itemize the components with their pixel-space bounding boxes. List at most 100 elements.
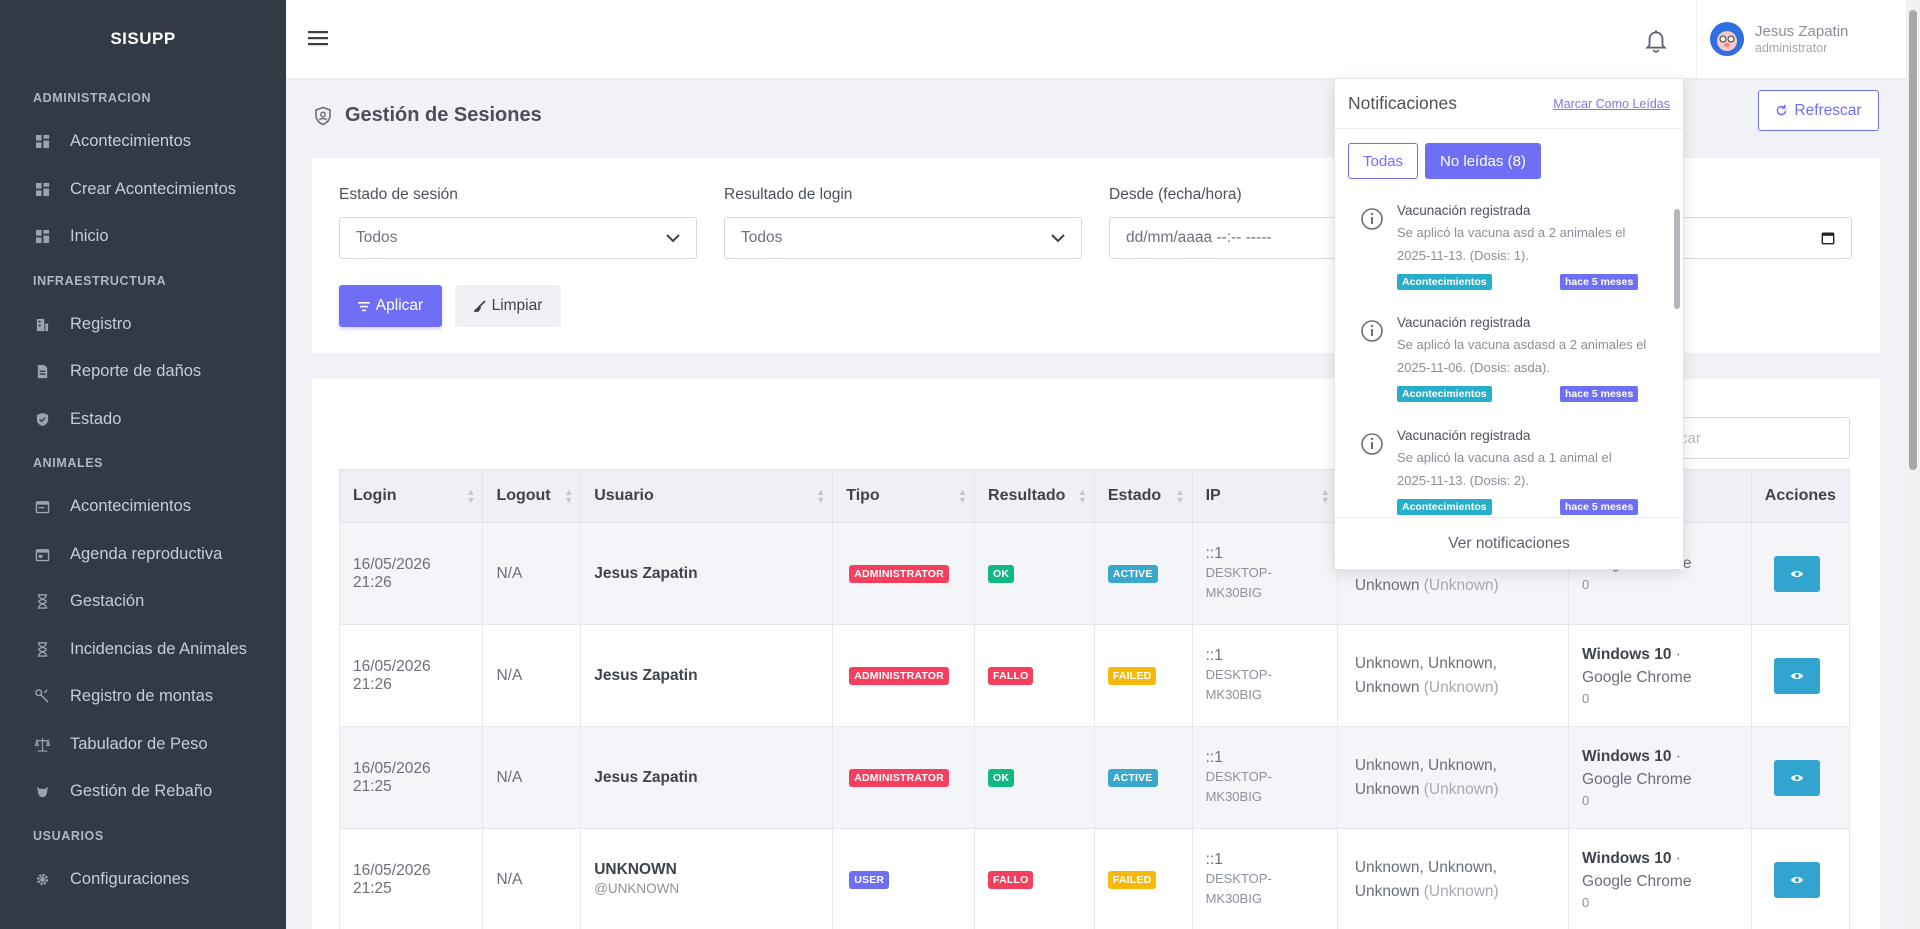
mark-read-link[interactable]: Marcar Como Leídas	[1553, 96, 1670, 111]
logout-value: N/A	[496, 564, 523, 582]
sidebar-item-label: Acontecimientos	[70, 497, 192, 516]
from-date-input[interactable]: dd/mm/aaaa --:-- -----	[1109, 217, 1359, 259]
sidebar-item-crear-acontecimientos[interactable]: Crear Acontecimientos	[0, 166, 286, 214]
col-tipo[interactable]: Tipo ▲ ▼	[832, 469, 976, 523]
browser-name: Google Chrome	[1582, 770, 1692, 788]
sidebar-item-label: Estado	[70, 409, 122, 428]
clear-label: Limpiar	[491, 297, 543, 314]
location-line-2: Unknown	[1354, 678, 1420, 696]
avatar	[1710, 22, 1744, 56]
col-resultado[interactable]: Resultado ▲ ▼	[974, 469, 1095, 523]
calendar-icon[interactable]	[1821, 231, 1835, 245]
grid-icon	[35, 135, 50, 149]
view-button[interactable]	[1773, 759, 1820, 796]
notification-item[interactable]: Vacunación registrada Se aplicó la vacun…	[1335, 303, 1675, 416]
file-icon	[37, 365, 48, 379]
tab-all[interactable]: Todas	[1348, 143, 1419, 179]
login-result-select[interactable]: Todos	[724, 217, 1082, 259]
topbar: Jesus Zapatin administrator	[286, 0, 1920, 78]
col-estado[interactable]: Estado ▲ ▼	[1093, 469, 1193, 523]
search-input[interactable]: car	[1663, 417, 1850, 459]
sidebar-item-tabulador-peso[interactable]: Tabulador de Peso	[0, 721, 286, 769]
notification-item[interactable]: Vacunación registrada Se aplicó la vacun…	[1335, 191, 1675, 304]
login-time: 21:26	[353, 675, 392, 693]
sidebar-item-reporte-danos[interactable]: Reporte de daños	[0, 348, 286, 396]
location-line-3: (Unknown)	[1423, 576, 1499, 594]
cell-user: Jesus Zapatin	[580, 726, 834, 829]
type-badge: ADMINISTRATOR	[849, 565, 949, 583]
sessions-table: Login ▲ ▼ Logout ▲ ▼ Usuario ▲ ▼ Tipo ▲ ▼ Result…	[338, 469, 1851, 929]
location-line-2: Unknown	[1354, 882, 1420, 900]
host-line-2: MK30BIG	[1205, 686, 1262, 702]
cell-state: ACTIVE	[1093, 522, 1193, 625]
table-row: 16/05/2026 21:25 N/A UNKNOWN @UNKNOWN USER…	[338, 828, 1851, 929]
shield-user-icon	[315, 106, 331, 125]
sidebar-item-label: Reporte de daños	[70, 362, 202, 381]
sidebar-item-inicio[interactable]: Inicio	[0, 213, 286, 261]
result-badge: OK	[988, 565, 1015, 583]
refresh-button[interactable]: Refrescar	[1758, 90, 1879, 131]
cell-actions	[1750, 828, 1851, 929]
cell-user: Jesus Zapatin	[580, 522, 834, 625]
shield-icon	[36, 412, 49, 426]
os-name: Windows 10	[1582, 645, 1672, 663]
sidebar-item-agenda-reproductiva[interactable]: Agenda reproductiva	[0, 531, 286, 579]
notification-category-badge: Acontecimientos	[1397, 386, 1492, 402]
cell-user: Jesus Zapatin	[580, 624, 834, 727]
brand-logo[interactable]: SISUPP	[110, 29, 176, 48]
location-line-2: Unknown	[1354, 576, 1420, 594]
cell-state: FAILED	[1093, 624, 1193, 727]
col-logout[interactable]: Logout ▲ ▼	[482, 469, 582, 523]
sidebar-item-configuraciones[interactable]: Configuraciones	[0, 856, 286, 904]
location-line-1: Unknown, Unknown,	[1354, 858, 1497, 876]
cell-result: FALLO	[974, 828, 1095, 929]
sidebar-item-label: Gestación	[70, 592, 145, 611]
menu-icon[interactable]	[307, 28, 329, 48]
notifications-scrollbar[interactable]	[1673, 191, 1681, 516]
logout-value: N/A	[496, 768, 523, 786]
page-scrollbar-thumb[interactable]	[1909, 10, 1917, 470]
user-menu[interactable]: Jesus Zapatin administrator	[1696, 0, 1880, 78]
page-scrollbar[interactable]	[1906, 0, 1920, 929]
apply-button[interactable]: Aplicar	[339, 285, 442, 327]
view-button[interactable]	[1773, 555, 1820, 592]
view-button[interactable]	[1773, 861, 1820, 898]
view-notifications-link[interactable]: Ver notificaciones	[1335, 517, 1683, 569]
sort-icon: ▲ ▼	[958, 487, 967, 505]
bell-icon[interactable]	[1643, 27, 1669, 53]
col-login[interactable]: Login ▲ ▼	[338, 469, 484, 523]
sidebar-item-label: Gestión de Rebaño	[70, 782, 213, 801]
col-ip[interactable]: IP ▲ ▼	[1191, 469, 1338, 523]
section-usuarios: USUARIOS	[33, 828, 104, 843]
sidebar-item-acontecimientos-animales[interactable]: Acontecimientos	[0, 483, 286, 531]
search-placeholder: car	[1680, 429, 1701, 447]
to-date-input[interactable]	[1662, 217, 1852, 259]
sidebar-item-registro[interactable]: Registro	[0, 301, 286, 349]
cell-user: UNKNOWN @UNKNOWN	[580, 828, 834, 929]
notification-item[interactable]: Vacunación registrada Se aplicó la vacun…	[1335, 416, 1675, 516]
notifications-scrollbar-thumb[interactable]	[1674, 209, 1680, 309]
info-icon	[1361, 433, 1383, 455]
sidebar-item-gestacion[interactable]: Gestación	[0, 578, 286, 626]
sidebar-item-registro-montas[interactable]: Registro de montas	[0, 673, 286, 721]
view-button[interactable]	[1773, 657, 1820, 694]
sidebar-item-estado[interactable]: Estado	[0, 396, 286, 444]
building-icon	[36, 318, 49, 331]
col-usuario[interactable]: Usuario ▲ ▼	[580, 469, 834, 523]
state-badge: ACTIVE	[1107, 565, 1158, 583]
logout-value: N/A	[496, 666, 523, 684]
notification-title: Vacunación registrada	[1397, 203, 1531, 218]
login-date: 16/05/2026	[353, 657, 431, 675]
sort-icon: ▲ ▼	[1077, 487, 1087, 505]
sidebar-item-acontecimientos[interactable]: Acontecimientos	[0, 118, 286, 166]
sidebar-item-gestion-rebano[interactable]: Gestión de Rebaño	[0, 768, 286, 816]
sidebar-item-incidencias[interactable]: Incidencias de Animales	[0, 626, 286, 674]
clear-button[interactable]: Limpiar	[455, 285, 561, 327]
session-state-select[interactable]: Todos	[339, 217, 697, 259]
login-date: 16/05/2026	[353, 555, 431, 573]
host-line-2: MK30BIG	[1205, 788, 1262, 804]
info-icon	[1361, 320, 1383, 342]
ip-value: ::1	[1205, 646, 1223, 664]
tab-unread[interactable]: No leídas (8)	[1425, 143, 1541, 179]
ip-value: ::1	[1205, 544, 1223, 562]
